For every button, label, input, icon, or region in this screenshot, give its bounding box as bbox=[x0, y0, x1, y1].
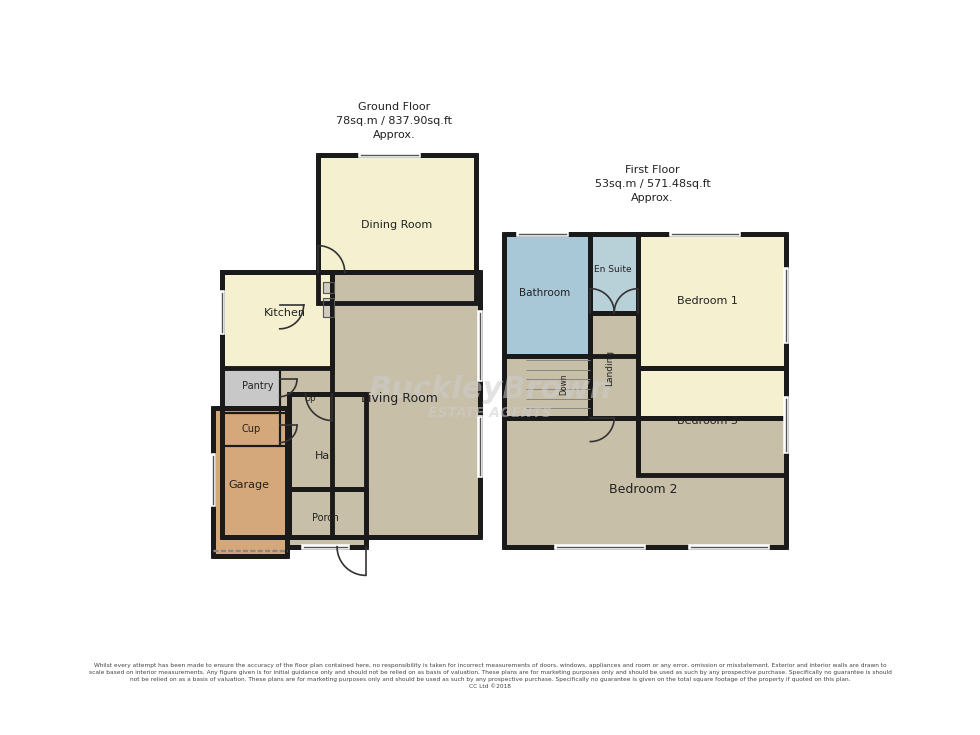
Bar bbox=[222, 413, 279, 446]
Bar bbox=[222, 413, 279, 446]
Text: Bedroom 2: Bedroom 2 bbox=[609, 483, 677, 496]
Text: Up: Up bbox=[305, 394, 317, 403]
Bar bbox=[332, 273, 480, 537]
Bar bbox=[222, 273, 480, 537]
Bar bbox=[322, 298, 334, 318]
Text: Hall: Hall bbox=[315, 451, 336, 461]
Text: En Suite: En Suite bbox=[595, 265, 632, 274]
Bar bbox=[505, 417, 786, 547]
Bar bbox=[590, 312, 638, 417]
Text: ESTATE AGENTS: ESTATE AGENTS bbox=[428, 406, 552, 420]
Bar bbox=[505, 234, 590, 356]
Text: Whilst every attempt has been made to ensure the accuracy of the floor plan cont: Whilst every attempt has been made to en… bbox=[88, 663, 892, 689]
Bar bbox=[638, 234, 786, 368]
Bar bbox=[222, 273, 332, 368]
Text: BuckleyBrown: BuckleyBrown bbox=[368, 375, 612, 404]
Bar bbox=[318, 155, 475, 303]
Bar bbox=[505, 356, 590, 417]
Text: Kitchen: Kitchen bbox=[264, 307, 306, 318]
Bar bbox=[505, 356, 590, 417]
Text: Pantry: Pantry bbox=[242, 381, 273, 391]
Text: Cup: Cup bbox=[241, 424, 261, 434]
Bar bbox=[638, 234, 786, 368]
Text: Porch: Porch bbox=[313, 513, 339, 523]
Text: First Floor
53sq.m / 571.48sq.ft
Approx.: First Floor 53sq.m / 571.48sq.ft Approx. bbox=[595, 165, 710, 203]
Text: Ground Floor
78sq.m / 837.90sq.ft
Approx.: Ground Floor 78sq.m / 837.90sq.ft Approx… bbox=[336, 102, 453, 140]
Bar bbox=[222, 273, 480, 537]
Bar bbox=[505, 234, 590, 356]
Text: Dining Room: Dining Room bbox=[361, 220, 432, 229]
Bar bbox=[289, 394, 366, 537]
Text: Living Room: Living Room bbox=[361, 392, 438, 405]
Bar bbox=[213, 408, 287, 556]
Text: Down: Down bbox=[560, 373, 568, 395]
Bar bbox=[322, 282, 334, 293]
Text: Landing: Landing bbox=[605, 350, 613, 386]
Text: Bathroom: Bathroom bbox=[518, 288, 570, 298]
Bar bbox=[287, 490, 366, 547]
Bar bbox=[505, 417, 786, 547]
Bar bbox=[638, 368, 786, 475]
Text: Bedroom 3: Bedroom 3 bbox=[677, 417, 738, 426]
Bar bbox=[590, 312, 638, 417]
Bar bbox=[222, 273, 332, 368]
Text: Garage: Garage bbox=[228, 479, 270, 490]
Bar bbox=[289, 394, 366, 537]
Bar bbox=[638, 368, 786, 475]
Bar bbox=[222, 368, 279, 413]
Bar bbox=[222, 368, 279, 413]
Bar bbox=[287, 490, 366, 547]
Bar bbox=[322, 282, 334, 293]
Bar bbox=[590, 234, 638, 312]
Text: Bedroom 1: Bedroom 1 bbox=[677, 296, 738, 306]
Bar bbox=[213, 408, 287, 556]
Bar bbox=[318, 155, 475, 303]
Bar bbox=[590, 234, 638, 312]
Bar bbox=[322, 298, 334, 318]
